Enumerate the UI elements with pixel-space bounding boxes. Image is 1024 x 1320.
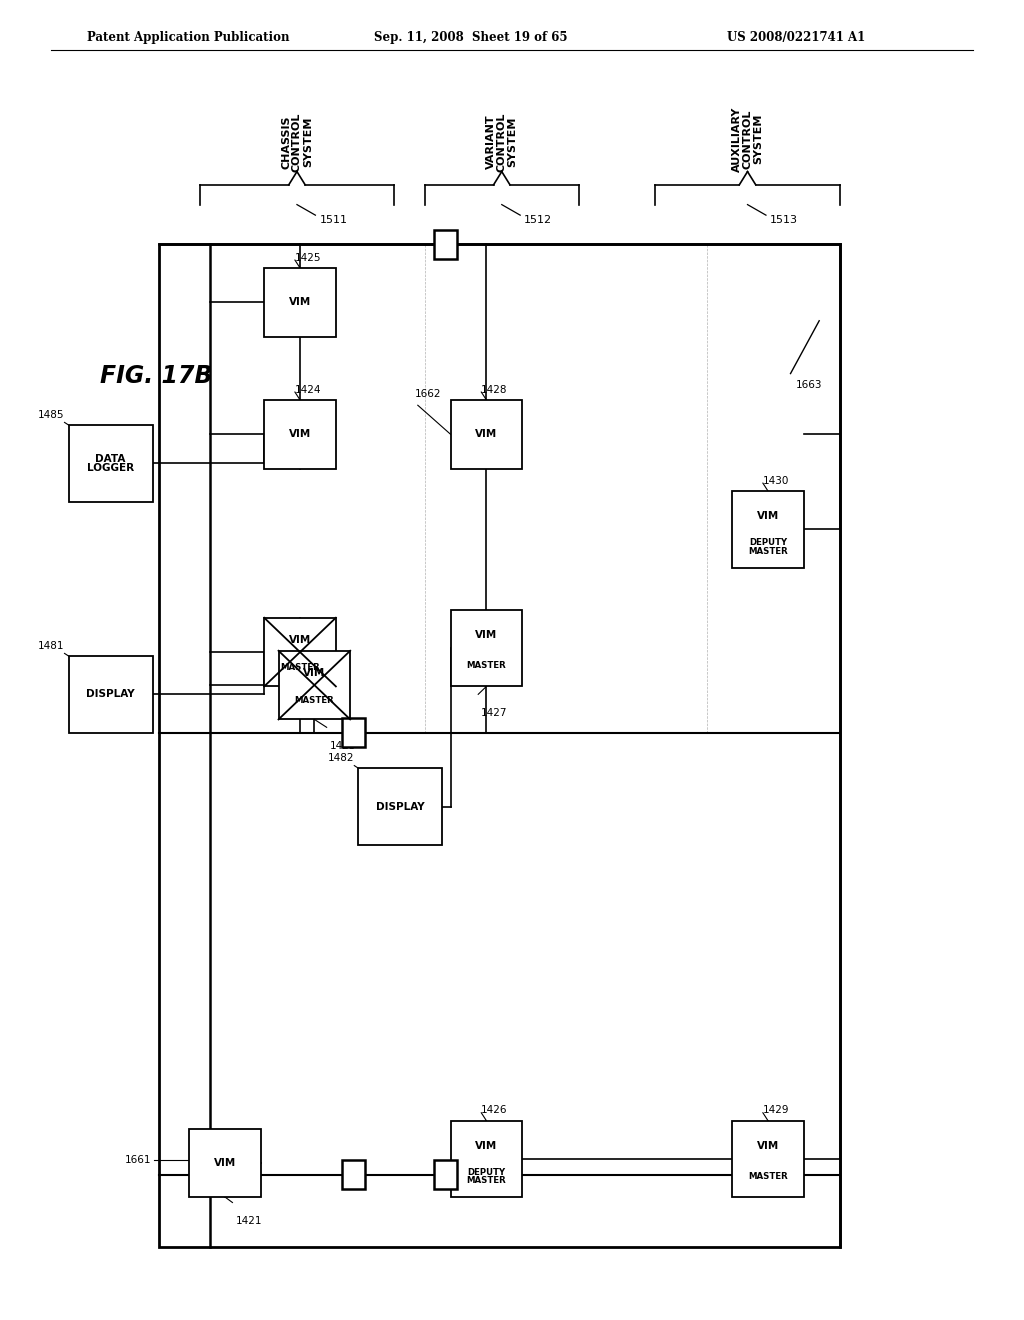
- Text: 1661: 1661: [125, 1155, 152, 1166]
- Text: 1512: 1512: [524, 215, 552, 226]
- Text: 1429: 1429: [763, 1105, 790, 1115]
- Text: VIM: VIM: [757, 1140, 779, 1151]
- Text: CHASSIS
CONTROL
SYSTEM: CHASSIS CONTROL SYSTEM: [282, 112, 312, 172]
- Bar: [159, 244, 840, 1247]
- Text: DISPLAY: DISPLAY: [376, 801, 425, 812]
- Text: FIG. 17B: FIG. 17B: [100, 364, 213, 388]
- Text: MASTER: MASTER: [749, 1172, 787, 1181]
- Bar: [69, 425, 153, 502]
- Text: VIM: VIM: [214, 1158, 237, 1168]
- Text: VARIANT
CONTROL
SYSTEM: VARIANT CONTROL SYSTEM: [486, 112, 517, 172]
- Text: 1481: 1481: [38, 640, 65, 651]
- Text: 1485: 1485: [38, 409, 65, 420]
- Text: MASTER: MASTER: [467, 661, 506, 671]
- Text: AUXILIARY
CONTROL
SYSTEM: AUXILIARY CONTROL SYSTEM: [732, 106, 763, 172]
- Text: 1422: 1422: [295, 705, 322, 715]
- Text: VIM: VIM: [289, 297, 311, 308]
- Text: 1426: 1426: [481, 1105, 508, 1115]
- Text: US 2008/0221741 A1: US 2008/0221741 A1: [727, 32, 865, 44]
- Text: 1511: 1511: [319, 215, 347, 226]
- Text: DEPUTY
MASTER: DEPUTY MASTER: [467, 1168, 506, 1185]
- Bar: [264, 618, 336, 686]
- Bar: [451, 1121, 522, 1197]
- Text: 1421: 1421: [236, 1216, 262, 1226]
- Text: VIM: VIM: [475, 1140, 498, 1151]
- Bar: [732, 1121, 804, 1197]
- Bar: [264, 268, 336, 337]
- Text: 1482: 1482: [328, 752, 354, 763]
- Text: VIM: VIM: [303, 668, 326, 678]
- Text: 1428: 1428: [481, 384, 508, 395]
- Text: 1424: 1424: [295, 384, 322, 395]
- Text: DEPUTY
MASTER: DEPUTY MASTER: [749, 539, 787, 556]
- Text: 1662: 1662: [415, 388, 441, 399]
- Bar: [732, 491, 804, 568]
- Text: Patent Application Publication: Patent Application Publication: [87, 32, 290, 44]
- Bar: [279, 651, 350, 719]
- Text: 1427: 1427: [481, 708, 508, 718]
- Bar: [434, 230, 457, 259]
- Text: VIM: VIM: [289, 635, 311, 645]
- Text: 1663: 1663: [796, 380, 822, 391]
- Bar: [342, 1160, 365, 1189]
- Bar: [69, 656, 153, 733]
- Bar: [358, 768, 442, 845]
- Text: MASTER: MASTER: [281, 664, 319, 672]
- Text: DISPLAY: DISPLAY: [86, 689, 135, 700]
- Text: 1425: 1425: [295, 252, 322, 263]
- Text: VIM: VIM: [757, 511, 779, 521]
- Text: MASTER: MASTER: [295, 697, 334, 705]
- Bar: [434, 1160, 457, 1189]
- Text: DATA
LOGGER: DATA LOGGER: [87, 454, 134, 473]
- Text: 1513: 1513: [770, 215, 798, 226]
- Bar: [451, 610, 522, 686]
- Text: VIM: VIM: [475, 429, 498, 440]
- Text: VIM: VIM: [289, 429, 311, 440]
- Text: Sep. 11, 2008  Sheet 19 of 65: Sep. 11, 2008 Sheet 19 of 65: [374, 32, 567, 44]
- Bar: [451, 400, 522, 469]
- Bar: [342, 718, 365, 747]
- Text: 1423: 1423: [330, 741, 356, 751]
- Text: VIM: VIM: [475, 630, 498, 640]
- Bar: [264, 400, 336, 469]
- Bar: [189, 1129, 261, 1197]
- Text: 1430: 1430: [763, 475, 790, 486]
